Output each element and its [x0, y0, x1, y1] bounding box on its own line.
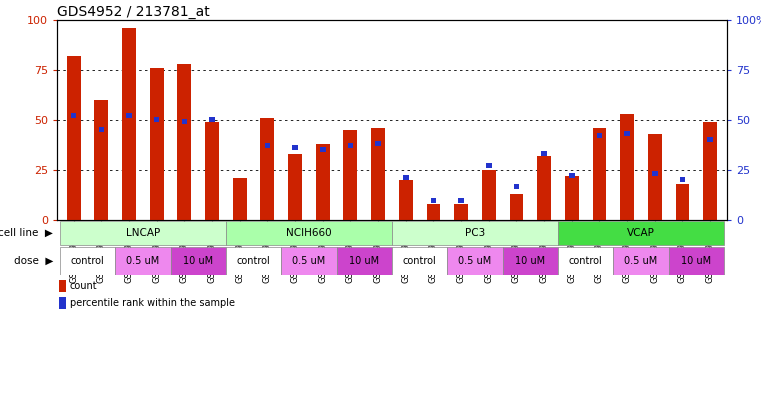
Text: 0.5 uM: 0.5 uM: [624, 256, 658, 266]
Text: count: count: [69, 281, 97, 292]
Bar: [403, 176, 409, 180]
Bar: [510, 194, 524, 220]
Bar: [676, 184, 689, 220]
Bar: [209, 118, 215, 122]
Bar: [569, 173, 575, 178]
Bar: [348, 143, 353, 149]
Bar: [94, 100, 108, 220]
Bar: [426, 204, 441, 220]
Bar: [260, 118, 274, 220]
Text: 10 uM: 10 uM: [349, 256, 379, 266]
Bar: [597, 133, 602, 138]
Bar: [703, 122, 717, 220]
Text: PC3: PC3: [465, 228, 485, 238]
Text: 0.5 uM: 0.5 uM: [458, 256, 492, 266]
Text: LNCAP: LNCAP: [126, 228, 160, 238]
Bar: [226, 221, 392, 245]
Bar: [454, 204, 468, 220]
Bar: [486, 163, 492, 169]
Bar: [558, 247, 613, 275]
Bar: [60, 247, 115, 275]
Bar: [60, 221, 226, 245]
Bar: [71, 113, 76, 118]
Text: 0.5 uM: 0.5 uM: [126, 256, 160, 266]
Bar: [288, 154, 302, 220]
Bar: [558, 221, 724, 245]
Text: VCAP: VCAP: [627, 228, 655, 238]
Bar: [482, 170, 495, 220]
Bar: [648, 134, 662, 220]
Text: control: control: [403, 256, 437, 266]
Bar: [431, 198, 436, 202]
Bar: [122, 28, 136, 220]
Text: GDS4952 / 213781_at: GDS4952 / 213781_at: [57, 5, 210, 18]
Bar: [565, 176, 578, 220]
Bar: [447, 247, 502, 275]
Bar: [680, 178, 685, 182]
Bar: [343, 130, 358, 220]
Bar: [392, 247, 447, 275]
Text: NCIH660: NCIH660: [286, 228, 332, 238]
Bar: [375, 141, 380, 147]
Bar: [292, 145, 298, 151]
Bar: [502, 247, 558, 275]
Bar: [182, 119, 187, 124]
Text: percentile rank within the sample: percentile rank within the sample: [69, 298, 234, 308]
Text: 10 uM: 10 uM: [681, 256, 712, 266]
Bar: [99, 127, 104, 132]
Bar: [316, 144, 330, 220]
Bar: [205, 122, 219, 220]
Bar: [177, 64, 191, 220]
Bar: [541, 151, 547, 156]
Bar: [537, 156, 551, 220]
Bar: [514, 184, 519, 189]
Text: 10 uM: 10 uM: [183, 256, 213, 266]
Bar: [233, 178, 247, 220]
Bar: [282, 247, 336, 275]
Bar: [150, 68, 164, 220]
Bar: [652, 171, 658, 176]
Bar: [336, 247, 392, 275]
Bar: [371, 128, 385, 220]
Text: 0.5 uM: 0.5 uM: [292, 256, 326, 266]
Text: control: control: [568, 256, 603, 266]
Bar: [115, 247, 170, 275]
Bar: [265, 143, 270, 149]
Bar: [392, 221, 558, 245]
Bar: [67, 56, 81, 220]
Bar: [613, 247, 669, 275]
Bar: [226, 247, 282, 275]
Bar: [59, 297, 65, 309]
Bar: [320, 147, 326, 152]
Bar: [170, 247, 226, 275]
Text: control: control: [71, 256, 104, 266]
Text: cell line  ▶: cell line ▶: [0, 228, 53, 238]
Text: dose  ▶: dose ▶: [14, 256, 53, 266]
Bar: [59, 281, 65, 292]
Bar: [708, 138, 713, 142]
Text: control: control: [237, 256, 270, 266]
Bar: [669, 247, 724, 275]
Bar: [624, 131, 630, 136]
Bar: [126, 113, 132, 118]
Bar: [154, 118, 160, 122]
Bar: [620, 114, 634, 220]
Bar: [593, 128, 607, 220]
Bar: [399, 180, 412, 220]
Bar: [458, 198, 464, 202]
Text: 10 uM: 10 uM: [515, 256, 546, 266]
